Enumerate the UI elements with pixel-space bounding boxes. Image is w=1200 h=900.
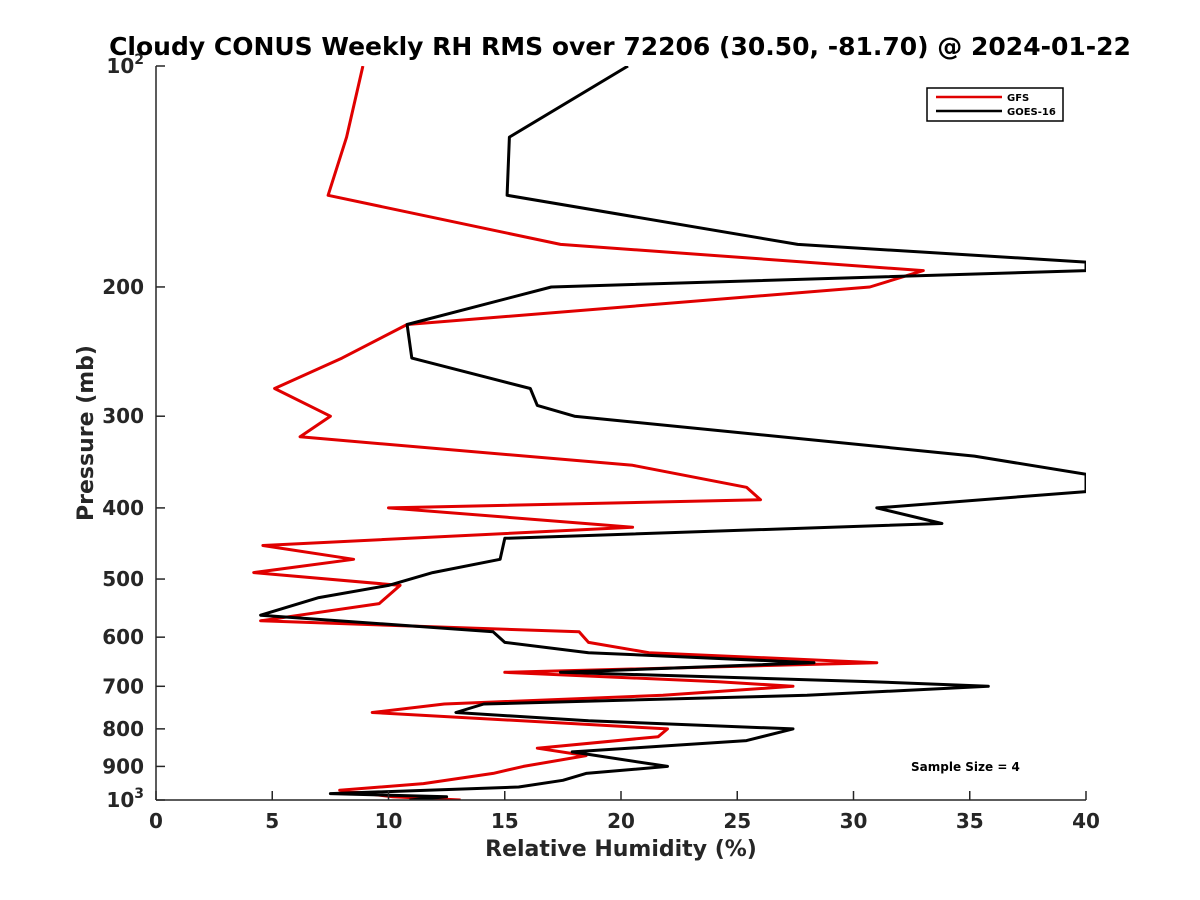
legend-label-goes16: GOES-16 [1007,107,1056,118]
x-ticks: 0 5 10 15 20 25 30 35 40 [149,791,1100,833]
legend: GFS GOES-16 [926,87,1064,122]
x-axis-label: Relative Humidity (%) [485,837,757,862]
plot-area: 0 5 10 15 20 25 30 35 40 102 200 300 400 500 600 700 80… [102,52,1100,833]
y-tick-label: 500 [102,567,144,591]
x-tick-label: 35 [956,809,984,833]
x-tick-label: 40 [1072,809,1100,833]
y-tick-label: 800 [102,717,144,741]
sample-size-annotation: Sample Size = 4 [911,760,1020,774]
x-tick-label: 30 [840,809,868,833]
x-tick-label: 0 [149,809,163,833]
y-tick-label: 300 [102,404,144,428]
y-ticks: 102 200 300 400 500 600 700 800 900 103 [102,52,165,812]
legend-box [926,87,1064,122]
x-tick-label: 5 [265,809,279,833]
legend-label-gfs: GFS [1007,93,1029,104]
x-tick-label: 15 [491,809,519,833]
x-tick-label: 10 [375,809,403,833]
x-tick-label: 20 [607,809,635,833]
y-tick-label: 102 [106,52,144,78]
series-line-gfs [252,66,925,800]
y-tick-label: 600 [102,625,144,649]
x-tick-label: 25 [723,809,751,833]
series-line-goes16 [259,66,1086,800]
y-tick-label: 400 [102,496,144,520]
y-tick-label: 900 [102,754,144,778]
chart-title: Cloudy CONUS Weekly RH RMS over 72206 (3… [109,32,1131,61]
y-tick-label: 700 [102,674,144,698]
y-tick-label: 200 [102,275,144,299]
series-group [252,66,1086,800]
y-tick-label: 103 [106,786,144,812]
y-axis-label: Pressure (mb) [74,345,99,521]
